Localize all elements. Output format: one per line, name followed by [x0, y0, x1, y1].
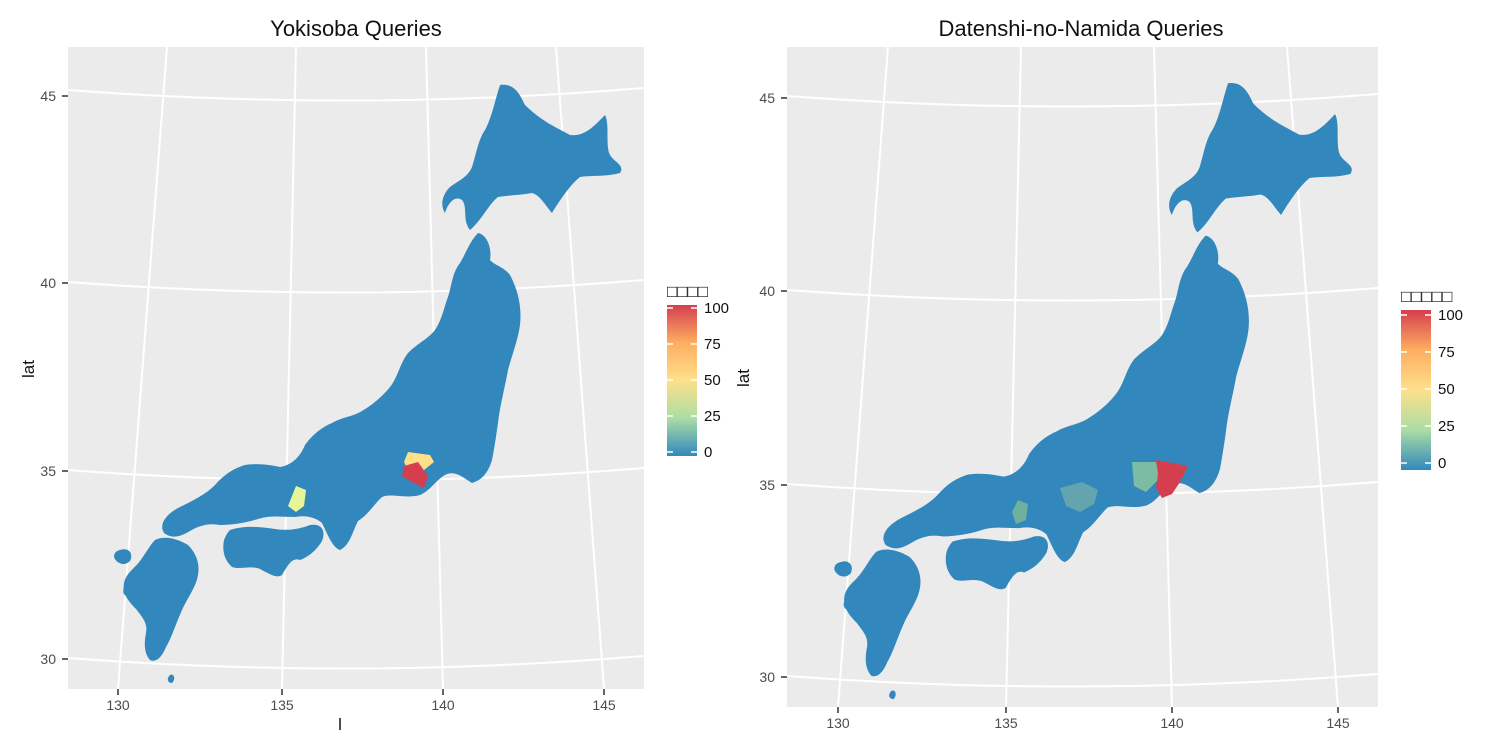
lon-tick-label: 140 — [431, 697, 455, 713]
legend-tick-label: 75 — [1438, 344, 1455, 361]
lon-tick-label: 145 — [592, 697, 616, 713]
lon-tick-label: 135 — [270, 697, 294, 713]
map-title: Datenshi-no-Namida Queries — [939, 16, 1224, 41]
legend-title: □□□□ — [667, 282, 708, 301]
prefecture-chiba — [1156, 460, 1188, 498]
legend-tick-label: 25 — [704, 408, 721, 425]
gridline-lat-45 — [67, 87, 645, 102]
prefecture-kanagawa-tokyo — [1132, 462, 1160, 492]
map-panel-right: Datenshi-no-Namida Queries 45 40 35 30 — [734, 16, 1463, 731]
prefecture-tokyo-kanagawa — [402, 462, 428, 488]
lat-tick-label: 40 — [40, 275, 56, 291]
legend-tick-label: 50 — [704, 372, 721, 389]
legend-tick-label: 100 — [704, 300, 729, 317]
lat-tick-label: 45 — [759, 90, 775, 106]
graticule — [786, 46, 1379, 708]
gridline-lat-45 — [786, 93, 1379, 108]
gridline-lon-135 — [281, 46, 297, 690]
map-title: Yokisoba Queries — [270, 16, 442, 41]
lon-tick-label: 140 — [1160, 715, 1184, 731]
gridline-lat-30 — [67, 655, 645, 670]
lat-axis: 45 40 35 30 lat — [734, 90, 787, 685]
legend-tick-label: 0 — [1438, 455, 1446, 472]
legend-title: □□□□□ — [1401, 287, 1452, 306]
highlighted-prefectures-left — [288, 452, 434, 512]
lat-tick-label: 40 — [759, 283, 775, 299]
lat-tick-label: 30 — [40, 651, 56, 667]
lat-axis-title: lat — [19, 360, 38, 378]
lon-tick-label: 130 — [826, 715, 850, 731]
lon-tick-label: 135 — [994, 715, 1018, 731]
legend-tick-label: 100 — [1438, 307, 1463, 324]
map-panel-left: Yokisoba Queries 45 40 35 30 — [19, 16, 729, 734]
lat-tick-label: 45 — [40, 88, 56, 104]
lat-tick-label: 35 — [40, 463, 56, 479]
legend-right: □□□□□ 100 75 50 25 0 — [1401, 287, 1463, 472]
legend-tick-label: 0 — [704, 444, 712, 461]
lon-axis: 130 135 140 145 — [826, 707, 1350, 731]
prefecture-aichi-gifu — [1060, 482, 1098, 512]
legend-tick-label: 50 — [1438, 381, 1455, 398]
gridline-lon-135 — [1005, 46, 1022, 708]
prefecture-kyoto — [1012, 500, 1028, 524]
lat-tick-label: 30 — [759, 669, 775, 685]
legend-tick-label: 25 — [1438, 418, 1455, 435]
lon-tick-label: 130 — [106, 697, 130, 713]
legend-tick-label: 75 — [704, 336, 721, 353]
lat-axis-title: lat — [734, 369, 753, 387]
prefecture-kyoto — [288, 486, 306, 512]
lat-axis: 45 40 35 30 lat — [19, 88, 68, 667]
highlighted-prefectures-right — [1012, 460, 1188, 524]
gridline-lat-30 — [786, 673, 1379, 688]
legend-colorbar — [1401, 310, 1431, 470]
lat-tick-label: 35 — [759, 477, 775, 493]
lon-axis-title: l — [338, 715, 342, 734]
lon-axis: 130 135 140 145 l — [106, 689, 616, 734]
lon-tick-label: 145 — [1326, 715, 1350, 731]
legend-left: □□□□ 100 75 50 25 0 — [667, 282, 729, 461]
